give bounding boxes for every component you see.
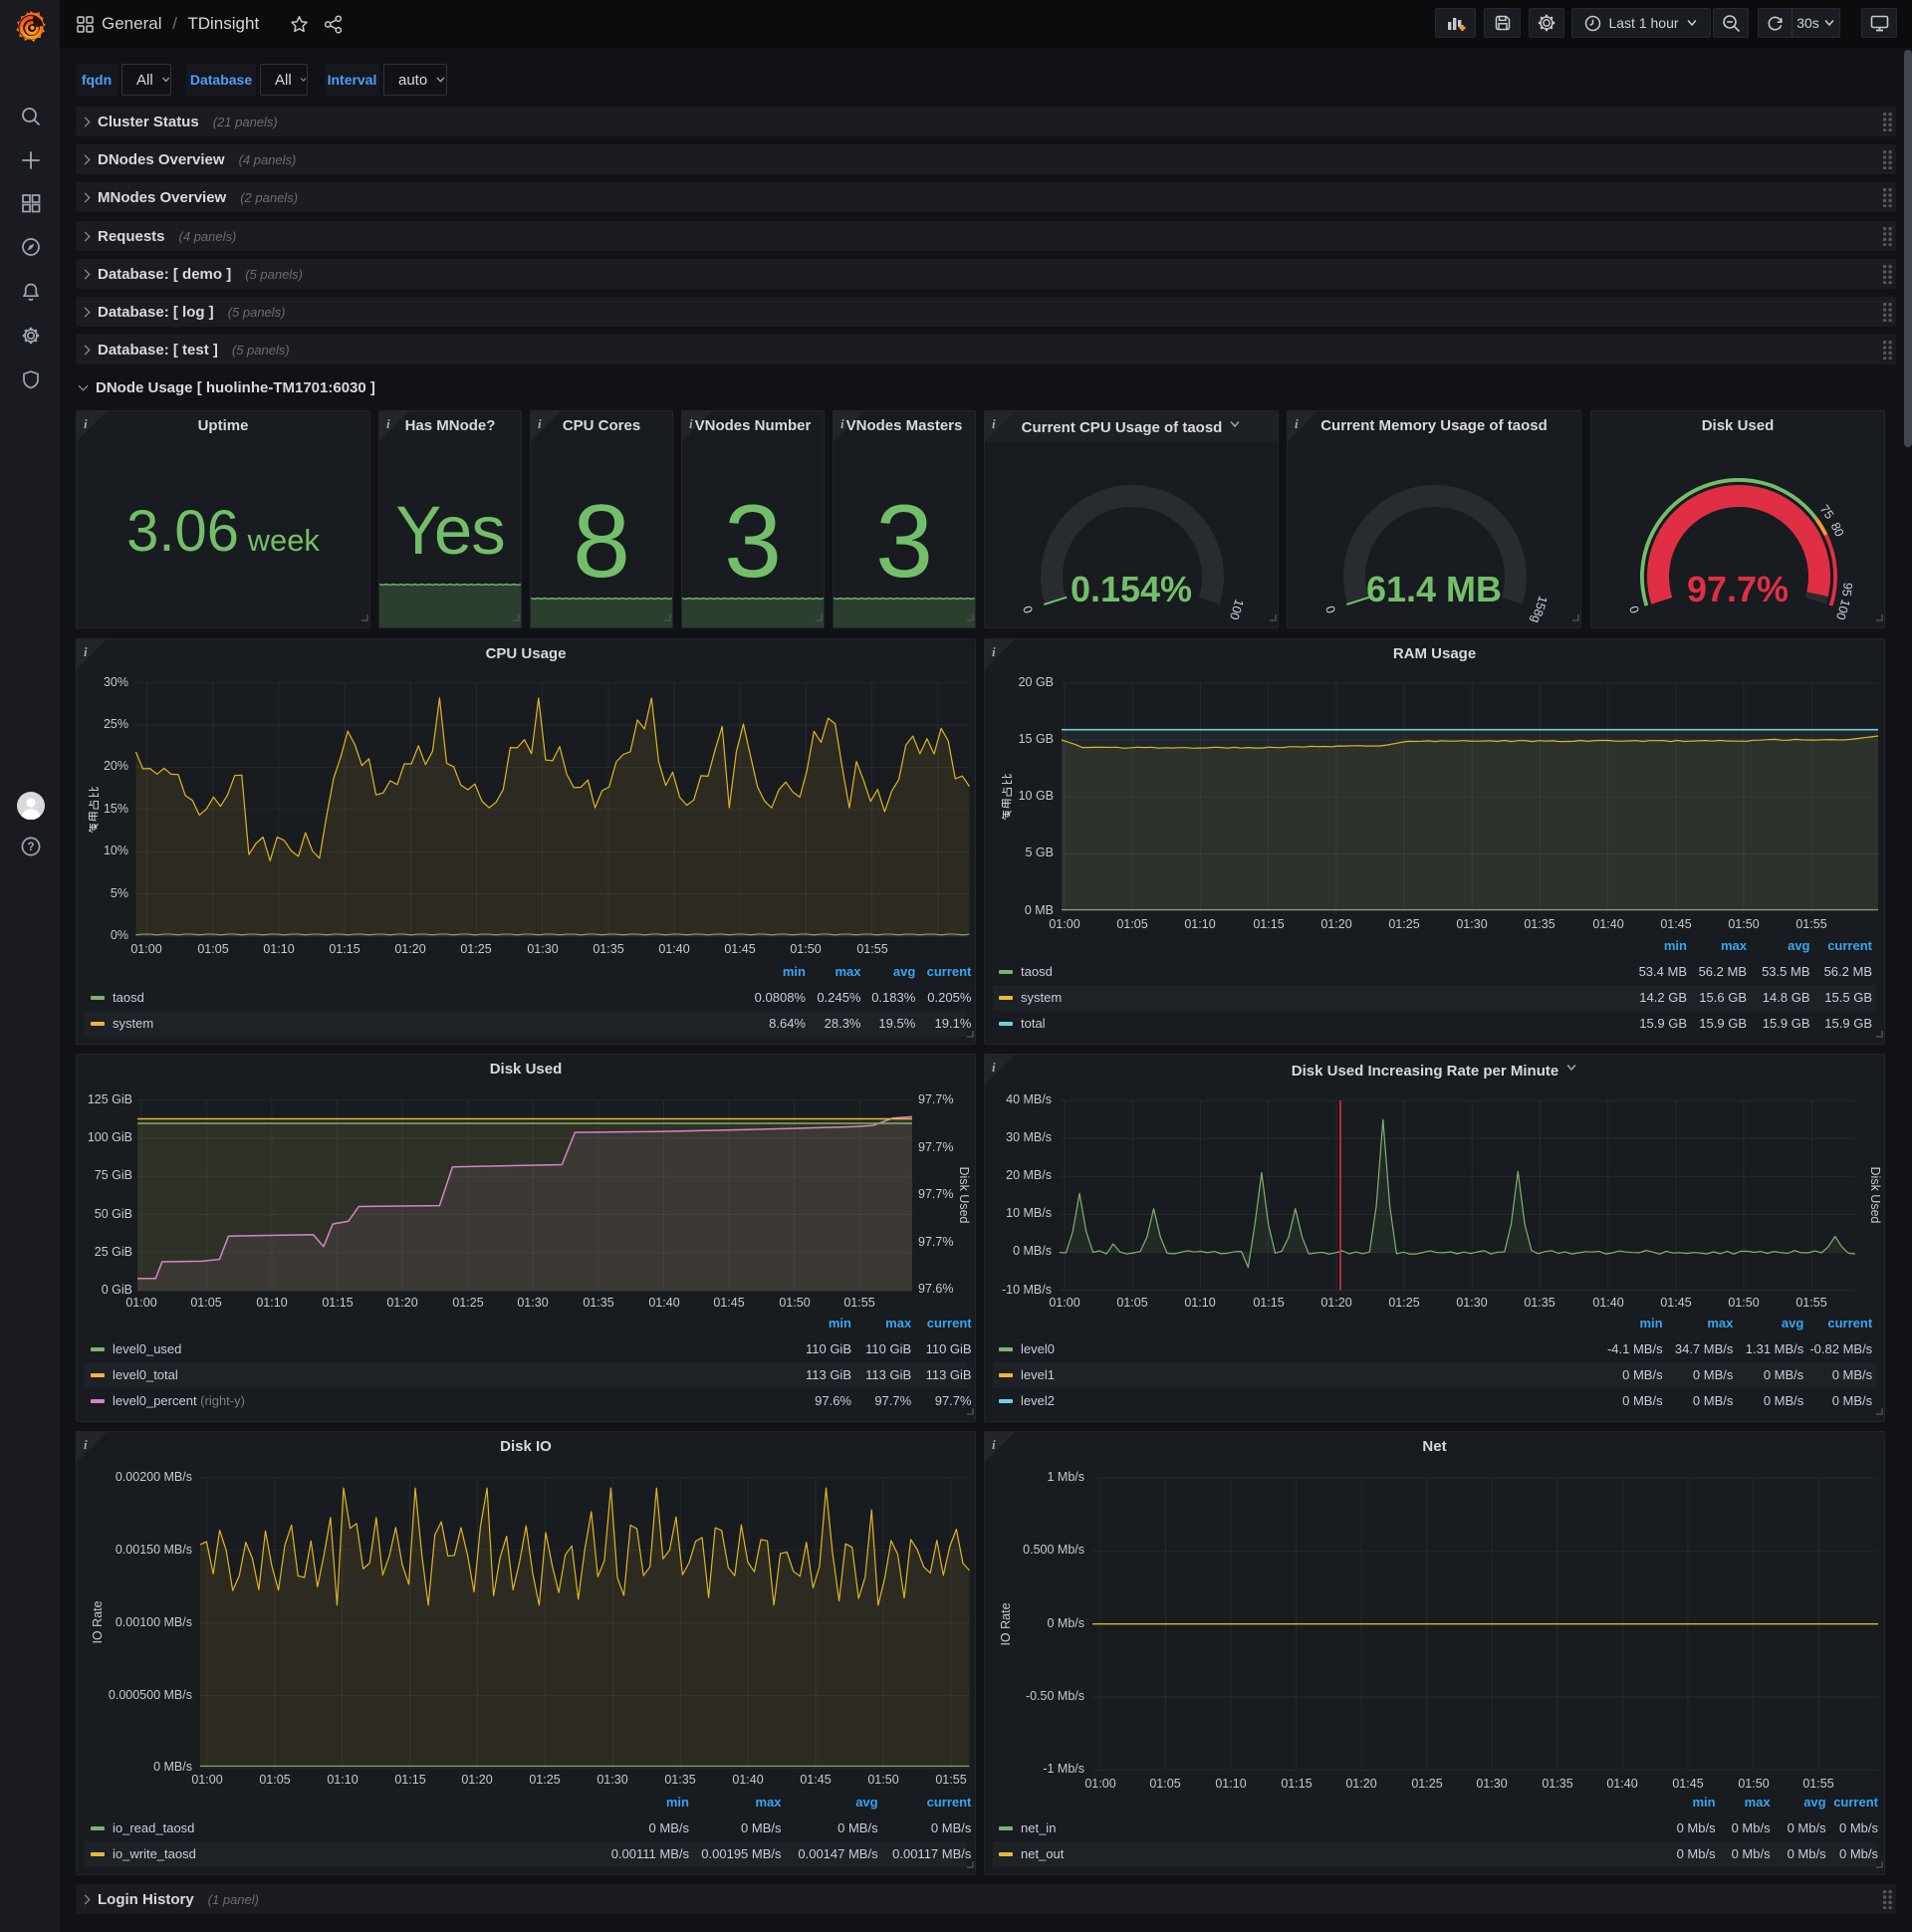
- svg-text:i: i: [992, 1060, 996, 1075]
- svg-text:i: i: [1295, 416, 1299, 431]
- svg-text:i: i: [840, 416, 844, 431]
- svg-text:i: i: [84, 416, 88, 431]
- svg-text:i: i: [84, 1437, 88, 1452]
- svg-text:i: i: [386, 416, 390, 431]
- svg-text:i: i: [538, 416, 542, 431]
- svg-text:75: 75: [1817, 502, 1837, 522]
- svg-text:0: 0: [1021, 604, 1036, 615]
- svg-text:?: ?: [27, 842, 34, 853]
- svg-text:i: i: [992, 416, 996, 431]
- svg-text:100: 100: [1833, 598, 1853, 621]
- svg-text:i: i: [84, 644, 88, 659]
- svg-text:100: 100: [1227, 598, 1247, 621]
- svg-text:i: i: [689, 416, 693, 431]
- svg-text:95: 95: [1839, 582, 1855, 598]
- svg-text:i: i: [992, 644, 996, 659]
- svg-text:0: 0: [1323, 604, 1338, 615]
- svg-text:80: 80: [1828, 521, 1847, 540]
- svg-text:i: i: [992, 1437, 996, 1452]
- svg-text:0: 0: [1627, 604, 1642, 615]
